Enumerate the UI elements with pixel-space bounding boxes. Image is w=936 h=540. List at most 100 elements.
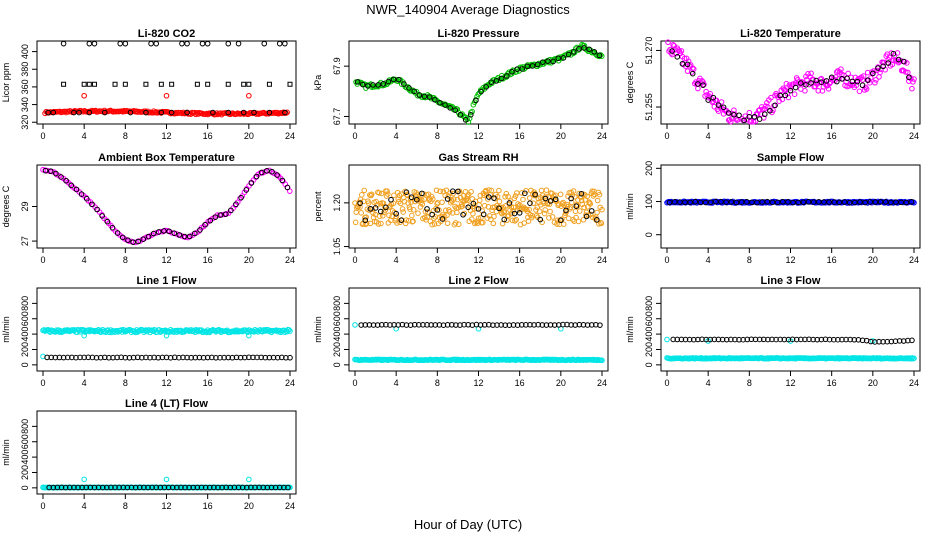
- data-point: [911, 355, 917, 362]
- x-tick-label: 20: [244, 255, 254, 265]
- y-tick-label: 0: [644, 232, 654, 237]
- data-point: [509, 68, 515, 75]
- data-point: [109, 224, 116, 231]
- data-point: [101, 109, 108, 116]
- data-point: [707, 199, 714, 205]
- data-point: [99, 213, 105, 219]
- data-point: [213, 110, 220, 116]
- y-axis-label: Licor ppm: [1, 63, 11, 103]
- x-tick-label: 4: [394, 131, 399, 141]
- x-tick-label: 20: [556, 378, 566, 388]
- data-point: [246, 476, 252, 483]
- data-point: [875, 65, 881, 71]
- data-point: [398, 217, 405, 223]
- series-2: [666, 198, 915, 206]
- data-point: [395, 76, 402, 83]
- panel-4: Ambient Box Temperature degrees C 0 4 8 12 16 2…: [1, 152, 297, 265]
- data-point: [413, 196, 420, 203]
- panel-title: Line 4 (LT) Flow: [125, 398, 208, 410]
- data-point: [720, 104, 727, 111]
- data-point: [872, 199, 879, 205]
- data-point: [529, 63, 536, 69]
- x-tick-label: 16: [827, 378, 837, 388]
- data-point: [519, 66, 526, 72]
- data-point: [287, 328, 293, 334]
- data-point: [181, 233, 188, 240]
- data-point: [473, 205, 480, 212]
- data-point: [284, 109, 290, 116]
- data-point: [575, 218, 582, 225]
- data-point: [834, 69, 840, 75]
- data-point: [697, 199, 704, 206]
- data-point: [286, 327, 292, 333]
- data-point: [409, 212, 415, 219]
- data-point: [246, 332, 252, 339]
- data-point: [559, 216, 565, 223]
- data-point: [533, 213, 540, 219]
- data-point: [906, 74, 912, 81]
- y-tick-label: 0: [332, 362, 342, 367]
- x-tick-label: 0: [40, 131, 45, 141]
- data-point: [545, 194, 552, 200]
- data-point: [746, 113, 753, 120]
- data-point: [808, 80, 814, 86]
- x-tick-label: 8: [123, 501, 128, 511]
- data-point: [738, 199, 745, 205]
- data-point: [481, 202, 488, 209]
- data-point: [828, 74, 835, 81]
- y-tick-label: 51.270: [644, 37, 654, 65]
- data-point: [61, 81, 67, 87]
- data-point: [557, 191, 564, 198]
- series-1: [42, 107, 290, 118]
- data-point: [135, 238, 141, 245]
- data-point: [665, 39, 671, 46]
- data-point: [781, 86, 788, 93]
- data-point: [53, 170, 59, 177]
- data-point: [700, 82, 706, 88]
- data-point: [114, 230, 121, 236]
- data-point: [197, 227, 203, 233]
- data-point: [802, 88, 808, 94]
- data-point: [586, 46, 592, 53]
- data-point: [225, 40, 232, 47]
- y-tick-label: 200: [644, 342, 654, 357]
- series-7: [50, 109, 273, 116]
- data-point: [849, 78, 856, 85]
- data-point: [570, 49, 577, 55]
- x-tick-label: 16: [203, 255, 213, 265]
- data-point: [525, 218, 532, 224]
- data-point: [818, 79, 825, 85]
- data-point: [488, 216, 494, 223]
- y-tick-label: 0: [644, 362, 654, 367]
- data-point: [410, 207, 417, 213]
- data-point: [451, 196, 457, 202]
- data-point: [728, 199, 735, 205]
- data-point: [202, 221, 208, 228]
- data-point: [153, 40, 160, 47]
- data-point: [797, 80, 804, 86]
- data-point: [813, 77, 820, 84]
- data-point: [504, 217, 510, 224]
- data-point: [756, 116, 763, 122]
- data-point: [800, 199, 807, 206]
- y-tick-label: 27: [20, 236, 30, 246]
- y-tick-label: 100: [644, 194, 654, 209]
- data-point: [358, 210, 364, 216]
- y-tick-label: 51.255: [644, 93, 654, 121]
- panel-title: Li-820 Temperature: [740, 28, 841, 40]
- y-tick-label: 400: [644, 327, 654, 342]
- data-point: [284, 184, 291, 191]
- data-point: [808, 70, 814, 77]
- data-point: [567, 204, 574, 211]
- data-point: [91, 81, 97, 87]
- data-point: [153, 109, 160, 115]
- data-point: [449, 188, 456, 195]
- x-tick-label: 4: [82, 255, 87, 265]
- data-point: [761, 111, 768, 118]
- data-point: [455, 188, 461, 195]
- x-tick-label: 16: [515, 378, 525, 388]
- data-point: [541, 210, 548, 217]
- data-point: [240, 109, 247, 116]
- x-tick-label: 16: [827, 255, 837, 265]
- y-tick-label: 600: [332, 311, 342, 326]
